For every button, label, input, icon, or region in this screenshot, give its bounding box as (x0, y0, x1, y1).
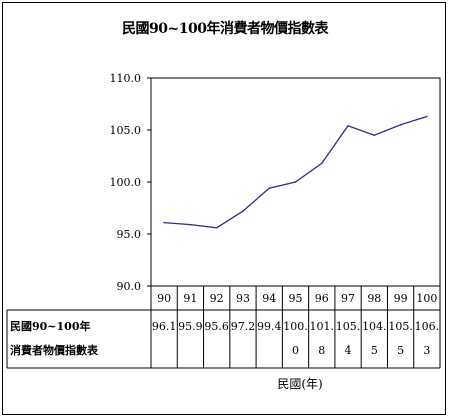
x-tick-label: 95 (289, 292, 303, 305)
series-name-line-2: 消費者物價指數表 (10, 343, 99, 357)
x-tick-label: 100 (416, 292, 437, 305)
data-label-part: 101. (310, 320, 335, 333)
data-point (347, 125, 349, 127)
y-tick-label: 110.0 (110, 72, 142, 85)
chart-frame (2, 2, 446, 415)
x-tick-label: 93 (236, 292, 250, 305)
data-label-part: 100. (283, 320, 308, 333)
data-label: 95.9 (178, 320, 203, 333)
x-tick-label: 96 (315, 292, 329, 305)
y-tick-label: 90.0 (117, 280, 142, 293)
data-point (294, 181, 297, 183)
data-point (242, 210, 244, 212)
data-label-part: 104. (362, 320, 387, 333)
chart-title: 民國90~100年消費者物價指數表 (122, 21, 328, 37)
x-tick-label: 91 (183, 292, 197, 305)
data-label: 104. 5 (362, 320, 387, 357)
data-point (215, 226, 218, 229)
data-point (189, 223, 192, 226)
data-label: 106. 3 (415, 320, 440, 357)
x-tick-label: 98 (367, 292, 381, 305)
x-tick-label: 97 (341, 292, 355, 305)
data-label-part: 4 (345, 344, 352, 357)
series-line-group (163, 115, 428, 229)
y-tick-label: 100.0 (110, 176, 142, 189)
data-label: 105. 4 (336, 320, 361, 357)
x-tick-label: 92 (210, 292, 224, 305)
y-tick-label: 95.0 (117, 228, 142, 241)
data-label: 99.4 (257, 320, 282, 333)
data-label-part: 5 (371, 344, 378, 357)
data-label: 100. 0 (283, 320, 308, 357)
data-label-part: 0 (292, 344, 299, 357)
series-name-line-1: 民國90~100年 (10, 319, 91, 333)
data-label-part: 8 (318, 344, 325, 357)
data-label: 105. 5 (388, 320, 413, 357)
data-label: 101. 8 (310, 320, 335, 357)
y-axis-ticks: 90.0 95.0 100.0 105.0 110.0 (110, 72, 151, 293)
data-point (373, 134, 376, 136)
data-label: 96.1 (152, 320, 177, 333)
data-label-part: 105. (388, 320, 413, 333)
data-label-part: 5 (397, 344, 404, 357)
x-tick-label: 90 (157, 292, 171, 305)
data-point (163, 221, 165, 224)
data-point (426, 115, 428, 118)
x-tick-label: 94 (262, 292, 276, 305)
data-label-part: 105. (336, 320, 361, 333)
x-axis-title: 民國(年) (277, 377, 323, 391)
y-tick-label: 105.0 (110, 124, 142, 137)
data-point (268, 187, 271, 190)
data-label: 95.6 (204, 320, 229, 333)
data-label-part: 3 (423, 344, 430, 357)
data-point (399, 124, 402, 126)
x-tick-label: 99 (394, 292, 408, 305)
data-label-part: 106. (415, 320, 440, 333)
data-label: 97.2 (231, 320, 256, 333)
data-table: 90 91 92 93 94 95 96 97 98 99 100 民國90~100年消費者物價指數表… (6, 285, 441, 369)
data-point (320, 162, 323, 165)
